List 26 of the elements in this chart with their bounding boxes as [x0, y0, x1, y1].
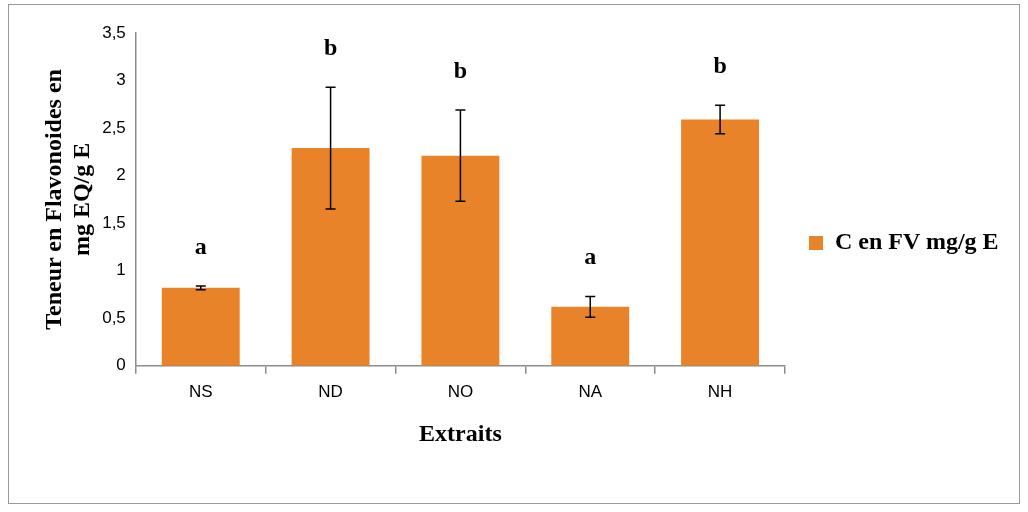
y-tick-label: 2,5: [102, 117, 126, 137]
x-tick-label: ND: [318, 381, 343, 401]
bar: [161, 287, 240, 366]
bar: [551, 306, 630, 366]
y-tick-label: 0: [116, 355, 126, 375]
bar: [421, 155, 500, 366]
bar: [681, 119, 760, 366]
annotation: b: [323, 34, 338, 61]
x-tick-label: NO: [447, 381, 474, 401]
y-tick-label: 1,5: [102, 212, 126, 232]
legend-label: C en FV mg/g E: [835, 228, 999, 255]
y-tick-label: 0,5: [102, 307, 126, 327]
x-tick-label: NS: [188, 381, 213, 401]
y-tick-label: 1: [116, 260, 126, 280]
x-axis-title: Extraits: [419, 419, 502, 446]
annotation: a: [584, 243, 597, 270]
x-tick-label: NA: [578, 381, 603, 401]
bar: [291, 148, 370, 366]
x-tick-label: NH: [707, 381, 733, 401]
annotation: b: [453, 57, 468, 84]
y-tick-label: 3: [116, 70, 126, 90]
annotation: a: [194, 232, 207, 259]
y-tick-label: 3,5: [102, 22, 126, 42]
y-tick-label: 2: [116, 165, 126, 185]
annotation: b: [713, 52, 727, 79]
y-axis-title: Teneur en Flavonoides en mg EQ/g E: [40, 69, 94, 330]
